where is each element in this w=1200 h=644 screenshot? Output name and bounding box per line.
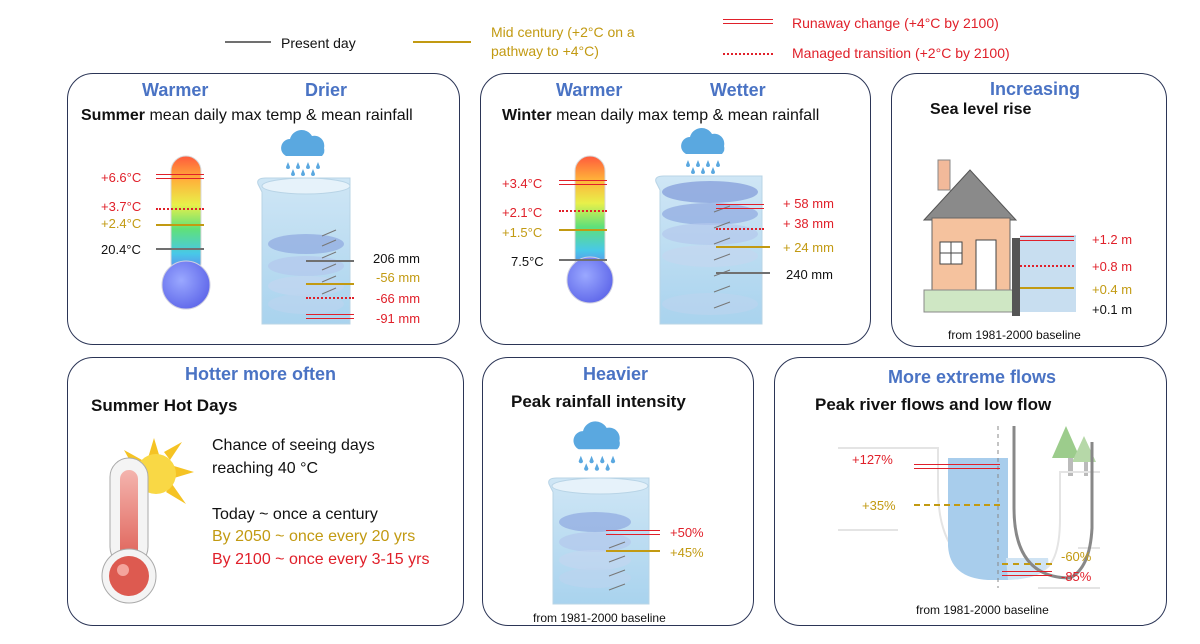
peak-raincloud-icon (573, 421, 620, 471)
sea-mid: +0.4 m (1092, 282, 1133, 297)
peak-rain-title: Peak rainfall intensity (511, 392, 686, 411)
flows-low-runaway-mark (1002, 571, 1052, 576)
flows-baseline: from 1981-2000 baseline (916, 603, 1049, 617)
summer-rain-runaway: -91 mm (376, 311, 421, 326)
sea-head: Increasing (990, 79, 1081, 99)
flows-title: Peak river flows and low flow (815, 395, 1052, 414)
legend-runaway-line (723, 19, 773, 24)
legend-mid-label-2: pathway to +4°C) (491, 43, 599, 59)
winter-temp-present: 7.5°C (511, 254, 544, 269)
sea-water-icon (1012, 235, 1076, 316)
flows-head: More extreme flows (888, 367, 1057, 387)
winter-temp-managed: +2.1°C (502, 205, 543, 220)
flows-low-runaway: -85% (1061, 569, 1092, 584)
sea-present: +0.1 m (1092, 302, 1133, 317)
summer-temp-mid-mark (156, 224, 204, 226)
winter-rain-mid-mark (716, 246, 770, 248)
winter-temp-mid-mark (559, 229, 607, 231)
summer-temp-runaway: +6.6°C (101, 170, 142, 185)
summer-head-drier: Drier (305, 80, 348, 100)
legend-present-label: Present day (281, 35, 356, 51)
hot-by2050: By 2050 ~ once every 20 yrs (212, 528, 416, 545)
hot-thermometer-sun-icon (101, 438, 194, 604)
winter-rain-managed: + 38 mm (783, 216, 834, 231)
winter-rain-runaway-mark (716, 204, 764, 209)
house-icon (922, 159, 1018, 313)
sea-managed: +0.8 m (1092, 259, 1133, 274)
summer-temp-mid: +2.4°C (101, 216, 142, 231)
flows-peak-mid-mark (914, 504, 1000, 506)
flows-low-mid: -60% (1061, 549, 1092, 564)
winter-beaker (655, 175, 763, 325)
summer-raincloud-icon (281, 130, 325, 176)
legend-present-line (225, 41, 271, 43)
hot-today: Today ~ once a century (212, 506, 378, 523)
peak-beaker (548, 477, 650, 605)
peak-runaway-mark (606, 530, 660, 535)
flows-peak-runaway-mark (914, 464, 1000, 469)
legend-mid-label-1: Mid century (+2°C on a (491, 24, 635, 40)
winter-head-warmer: Warmer (556, 80, 623, 100)
winter-temp-managed-mark (559, 210, 607, 212)
sea-managed-mark (1020, 265, 1074, 267)
sea-baseline: from 1981-2000 baseline (948, 328, 1081, 342)
summer-rain-managed-mark (306, 297, 354, 299)
winter-temp-runaway: +3.4°C (502, 176, 543, 191)
winter-head-wetter: Wetter (710, 80, 766, 100)
summer-beaker (257, 177, 351, 325)
peak-mid-mark (606, 550, 660, 552)
legend-runaway-label: Runaway change (+4°C by 2100) (792, 15, 999, 31)
summer-rain-mid-mark (306, 283, 354, 285)
peak-baseline: from 1981-2000 baseline (533, 611, 666, 625)
winter-thermometer (566, 155, 614, 304)
summer-rain-managed: -66 mm (376, 291, 421, 306)
summer-temp-managed: +3.7°C (101, 199, 142, 214)
peak-runaway: +50% (670, 525, 704, 540)
summer-rain-runaway-mark (306, 314, 354, 319)
winter-temp-runaway-mark (559, 180, 607, 185)
flows-peak-mid: +35% (862, 498, 896, 513)
peak-rain-head: Heavier (583, 364, 649, 384)
sea-runaway: +1.2 m (1092, 232, 1133, 247)
winter-title: Winter mean daily max temp & mean rainfa… (502, 107, 820, 124)
summer-rain-mid: -56 mm (376, 270, 421, 285)
summer-head-warmer: Warmer (142, 80, 209, 100)
winter-raincloud-icon (681, 128, 725, 174)
sea-mid-mark (1020, 287, 1074, 289)
flows-peak-runaway: +127% (852, 452, 893, 467)
summer-temp-present: 20.4°C (101, 242, 141, 257)
hot-chance-line1: Chance of seeing days (212, 437, 375, 454)
summer-temp-managed-mark (156, 208, 204, 210)
hot-head: Hotter more often (185, 364, 337, 384)
winter-temp-present-mark (559, 259, 607, 261)
winter-rain-mid: + 24 mm (783, 240, 834, 255)
peak-mid: +45% (670, 545, 704, 560)
summer-thermometer (161, 155, 211, 310)
legend-managed-label: Managed transition (+2°C by 2100) (792, 45, 1010, 61)
hot-chance-line2: reaching 40 °C (212, 460, 319, 477)
summer-title: Summer mean daily max temp & mean rainfa… (81, 107, 413, 124)
hot-by2100: By 2100 ~ once every 3-15 yrs (212, 551, 430, 568)
winter-rain-runaway: + 58 mm (783, 196, 834, 211)
winter-rain-present: 240 mm (786, 267, 833, 282)
summer-temp-present-mark (156, 248, 204, 250)
legend-managed-line (723, 53, 773, 55)
sea-title: Sea level rise (930, 101, 1032, 118)
summer-temp-runaway-mark (156, 174, 204, 179)
summer-rain-present: 206 mm (373, 251, 420, 266)
winter-rain-managed-mark (716, 228, 764, 230)
flows-low-mid-mark (1002, 563, 1052, 565)
sea-runaway-mark (1020, 236, 1074, 241)
summer-rain-present-mark (306, 260, 354, 262)
winter-temp-mid: +1.5°C (502, 225, 543, 240)
hot-title: Summer Hot Days (91, 396, 238, 415)
legend-mid-line (413, 41, 471, 43)
winter-rain-present-mark (716, 272, 770, 274)
